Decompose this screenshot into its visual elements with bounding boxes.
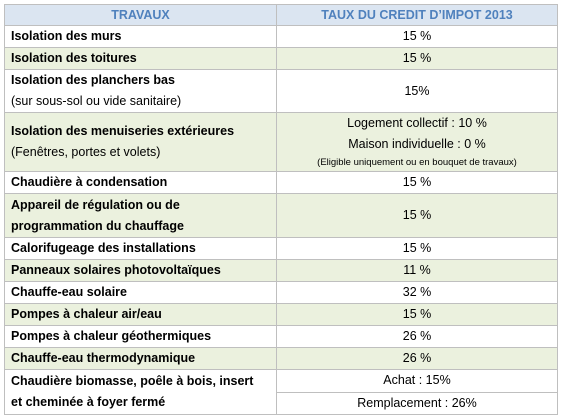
rate-cell: 26 %: [276, 347, 558, 370]
item-label: et cheminée à foyer fermé: [11, 395, 166, 409]
item-cell: Pompes à chaleur air/eau: [4, 303, 277, 326]
row: Isolation des toitures 15 %: [4, 47, 558, 70]
row: Chauffe-eau solaire 32 %: [4, 281, 558, 304]
rate-part: 15%: [277, 81, 557, 102]
item-note: (sur sous-sol ou vide sanitaire): [11, 94, 182, 108]
item-cell: Isolation des toitures: [4, 47, 277, 70]
rate-cell: 11 %: [276, 259, 558, 282]
rate-text: 26 %: [402, 351, 432, 365]
rate-text: 26 %: [402, 329, 432, 343]
rate-text: 32 %: [402, 285, 432, 299]
row: Chaudière à condensation 15 %: [4, 171, 558, 194]
item-label: Chauffe-eau solaire: [11, 285, 128, 299]
rate-part: Achat : 15%: [277, 370, 557, 392]
row: Pompes à chaleur air/eau 15 %: [4, 303, 558, 326]
item-label: Chaudière à condensation: [11, 175, 168, 189]
rate-text: Remplacement : 26%: [357, 395, 477, 410]
item-label: Panneaux solaires photovoltaïques: [11, 263, 221, 277]
rate-text: Logement collectif : 10 %: [347, 116, 487, 130]
rate-cell: 15 %: [276, 237, 558, 260]
item-label: Isolation des murs: [11, 29, 122, 43]
item-cell: Appareil de régulation ou de programmatio…: [4, 193, 277, 238]
rate-part: Remplacement : 26%: [277, 391, 557, 415]
rate-part: Logement collectif : 10 % Maison individu…: [277, 113, 557, 155]
rate-text: 15 %: [402, 208, 432, 222]
rate-part: 15 %: [277, 304, 557, 325]
rate-cell: 32 %: [276, 281, 558, 304]
item-label: Isolation des menuiseries extérieures: [11, 124, 235, 138]
row: Panneaux solaires photovoltaïques 11 %: [4, 259, 558, 282]
rate-text: 15 %: [402, 29, 432, 43]
rate-text: 15%: [404, 83, 430, 98]
item-label: Chaudière biomasse, poêle à bois, insert: [11, 374, 254, 388]
row: Appareil de régulation ou de programmatio…: [4, 193, 558, 238]
rate-part: 26 %: [277, 326, 557, 347]
rate-text: 11 %: [403, 263, 431, 277]
item-cell: Isolation des murs: [4, 25, 277, 48]
rate-note: (Eligible uniquement ou en bouquet de tr…: [317, 157, 517, 168]
rate-part: 11 %: [277, 260, 557, 281]
row: Calorifugeage des installations 15 %: [4, 237, 558, 260]
rate-text: Achat : 15%: [383, 373, 451, 387]
item-cell: Calorifugeage des installations: [4, 237, 277, 260]
row: Isolation des planchers bas (sur sous-sol…: [4, 69, 558, 113]
rate-text: 15 %: [402, 241, 432, 255]
rate-text: 15 %: [402, 175, 432, 189]
item-label: programmation du chauffage: [11, 218, 184, 233]
item-label: Isolation des toitures: [11, 51, 137, 65]
rate-part: 15 %: [277, 172, 557, 193]
rate-text: 15 %: [402, 307, 432, 321]
rate-part: 32 %: [277, 282, 557, 303]
rate-cell: 15 %: [276, 25, 558, 48]
row: Isolation des murs 15 %: [4, 25, 558, 48]
row: Chaudière biomasse, poêle à bois, insert…: [4, 369, 558, 415]
item-label: Pompes à chaleur air/eau: [11, 307, 162, 321]
header-row: TRAVAUX TAUX DU CREDIT D’IMPOT 2013: [4, 4, 558, 26]
rate-text: 15 %: [402, 51, 432, 65]
rate-cell: 15 %: [276, 171, 558, 194]
item-cell: Isolation des menuiseries extérieures (Fe…: [4, 112, 277, 172]
rate-cell: Logement collectif : 10 % Maison individu…: [276, 112, 558, 172]
rate-text: Maison individuelle : 0 %: [348, 137, 486, 151]
item-label: Isolation des planchers bas: [11, 73, 175, 87]
tax-credit-table: TRAVAUX TAUX DU CREDIT D’IMPOT 2013 Isol…: [4, 4, 558, 415]
rate-part: 15 %: [277, 48, 557, 69]
header-cell: TAUX DU CREDIT D’IMPOT 2013: [276, 4, 558, 26]
rate-part: 15 %: [277, 238, 557, 259]
header-cell: TRAVAUX: [4, 4, 277, 26]
rate-cell: 15 %: [276, 193, 558, 238]
row: Isolation des menuiseries extérieures (Fe…: [4, 112, 558, 172]
item-label: Calorifugeage des installations: [11, 241, 196, 255]
rate-cell: 15 %: [276, 47, 558, 70]
item-cell: Chauffe-eau solaire: [4, 281, 277, 304]
item-cell: Pompes à chaleur géothermiques: [4, 325, 277, 348]
item-label: Pompes à chaleur géothermiques: [11, 329, 212, 343]
item-cell: Chaudière biomasse, poêle à bois, insert…: [4, 369, 277, 415]
rate-cell: 26 %: [276, 325, 558, 348]
rate-cell: Achat : 15% Remplacement : 26%: [276, 369, 558, 415]
rate-part: 15 %: [277, 205, 557, 226]
item-cell: Chauffe-eau thermodynamique: [4, 347, 277, 370]
row: Chauffe-eau thermodynamique 26 %: [4, 347, 558, 370]
item-label: Chauffe-eau thermodynamique: [11, 351, 196, 365]
item-label: Appareil de régulation ou de: [11, 197, 180, 212]
item-note: (Fenêtres, portes et volets): [11, 145, 161, 159]
item-cell: Chaudière à condensation: [4, 171, 277, 194]
row: Pompes à chaleur géothermiques 26 %: [4, 325, 558, 348]
item-cell: Panneaux solaires photovoltaïques: [4, 259, 277, 282]
item-cell: Isolation des planchers bas (sur sous-sol…: [4, 69, 277, 113]
rate-part: 15 %: [277, 26, 557, 47]
rate-part: 26 %: [277, 348, 557, 369]
rate-cell: 15%: [276, 69, 558, 113]
rate-cell: 15 %: [276, 303, 558, 326]
table-wrap: TRAVAUX TAUX DU CREDIT D’IMPOT 2013 Isol…: [4, 4, 558, 415]
